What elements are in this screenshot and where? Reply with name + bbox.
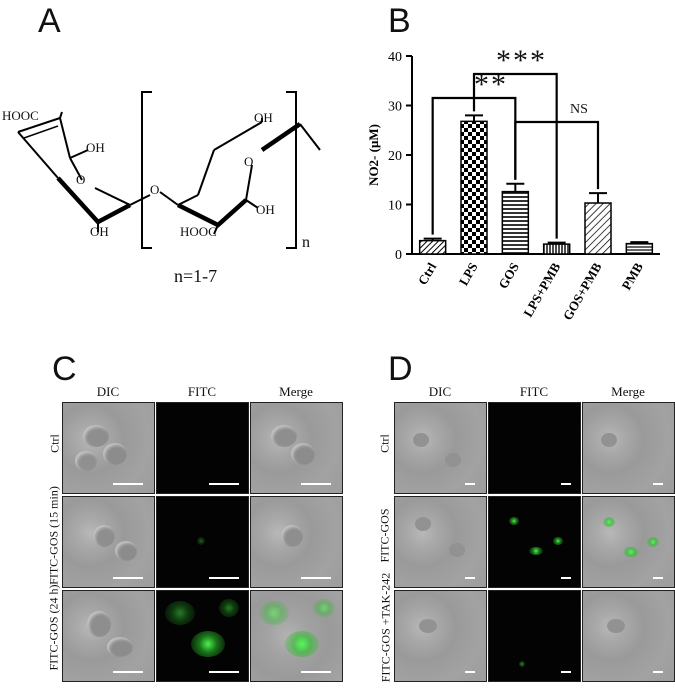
panel-b-letter: B xyxy=(388,2,411,40)
y-axis-label: NO2- (μM) xyxy=(366,124,381,186)
micrograph-c-ctrl-dic xyxy=(62,402,155,494)
panel-d-letter: D xyxy=(388,350,413,388)
x-tick-label: Ctrl xyxy=(415,260,440,288)
x-tick-label: GOS+PMB xyxy=(560,260,605,323)
bar-gos xyxy=(501,190,530,255)
structure-caption: n=1-7 xyxy=(174,266,218,286)
bracket-ctrl-gos xyxy=(431,96,517,235)
panel-c-letter: C xyxy=(52,350,77,388)
x-tick-label: LPS+PMB xyxy=(520,260,563,320)
label-repeat-subscript: n xyxy=(302,234,310,251)
x-tick-label: LPS xyxy=(456,260,481,288)
bar-lps+pmb xyxy=(542,243,571,255)
panel-a-letter: A xyxy=(38,2,61,40)
micrograph-c-15min-merge xyxy=(250,496,343,588)
y-tick-label: 10 xyxy=(388,199,402,214)
panel-c-col-merge: Merge xyxy=(279,384,313,399)
micrograph-c-24h-dic xyxy=(62,590,155,682)
label-ring-oxygen-1: O xyxy=(76,172,86,187)
x-tick-label: PMB xyxy=(618,260,646,293)
micrograph-c-15min-fitc xyxy=(156,496,249,588)
micrograph-c-24h-merge xyxy=(250,590,343,682)
y-tick-label: 20 xyxy=(388,149,402,164)
label-glycosidic-oxygen: O xyxy=(150,182,160,197)
micrograph-d-tak242-fitc xyxy=(488,590,581,682)
micrograph-c-15min-dic xyxy=(62,496,155,588)
bar-lps xyxy=(460,120,488,255)
micrograph-d-tak242-dic xyxy=(394,590,487,682)
y-tick-label: 30 xyxy=(388,100,402,115)
panel-d-row-tak242: FITC-GOS +TAK-242 xyxy=(378,572,393,683)
label-hooc-top: HOOC xyxy=(2,108,39,123)
panel-c-col-fitc: FITC xyxy=(187,384,217,399)
micrograph-c-24h-fitc xyxy=(156,590,249,682)
label-ring-oxygen-2: O xyxy=(244,154,254,169)
significance-double-star: ** xyxy=(474,68,508,101)
micrograph-c-ctrl-fitc xyxy=(156,402,249,494)
panel-d-row-ctrl: Ctrl xyxy=(377,434,392,453)
significance-triple-star: *** xyxy=(496,44,547,77)
panel-d-col-fitc: FITC xyxy=(519,384,549,399)
y-tick-label: 40 xyxy=(388,50,402,65)
panel-c-row-24h: FITC-GOS (24 h) xyxy=(46,584,61,671)
micrograph-d-tak242-merge xyxy=(582,590,675,682)
bar-ctrl xyxy=(418,239,447,255)
label-oh-right-1: OH xyxy=(254,110,273,125)
micrograph-d-gos-fitc xyxy=(488,496,581,588)
significance-ns: NS xyxy=(570,102,588,117)
y-tick-label: 0 xyxy=(395,248,402,263)
micrograph-d-gos-dic xyxy=(394,496,487,588)
label-oh-left-2: OH xyxy=(90,224,109,239)
panel-c-col-dic: DIC xyxy=(96,384,120,399)
micrograph-d-gos-merge xyxy=(582,496,675,588)
label-oh-right-2: OH xyxy=(256,202,275,217)
oligosaccharide-structure xyxy=(17,91,321,249)
bar-gos+pmb xyxy=(584,202,612,255)
panel-d-col-dic: DIC xyxy=(428,384,452,399)
label-hooc-bottom: HOOC xyxy=(180,224,217,239)
micrograph-d-ctrl-dic xyxy=(394,402,487,494)
label-oh-left-1: OH xyxy=(86,140,105,155)
x-tick-label: GOS xyxy=(495,260,522,291)
micrograph-d-ctrl-merge xyxy=(582,402,675,494)
bar-pmb xyxy=(625,242,654,255)
panel-d-col-merge: Merge xyxy=(611,384,645,399)
micrograph-d-ctrl-fitc xyxy=(488,402,581,494)
bracket-gos-gospmb xyxy=(514,120,600,190)
micrograph-c-ctrl-merge xyxy=(250,402,343,494)
